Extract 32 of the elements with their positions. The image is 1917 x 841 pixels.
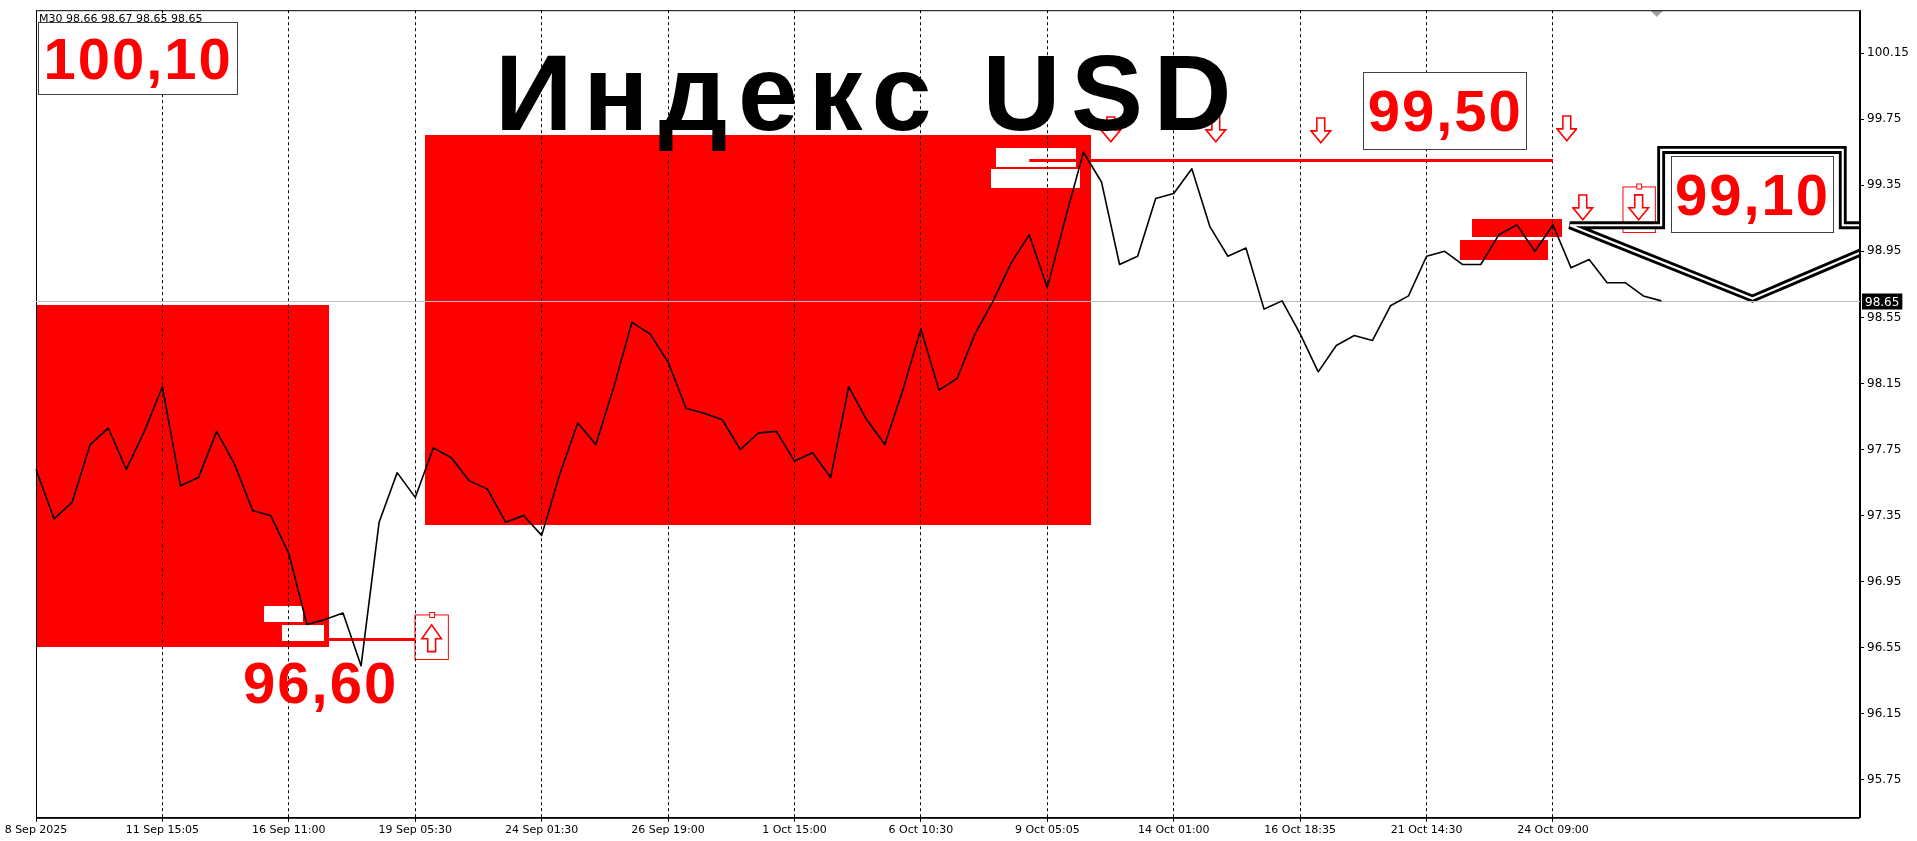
x-tick-label: 14 Oct 01:00 xyxy=(1137,823,1210,837)
y-tick-label: 100.15 xyxy=(1867,45,1909,60)
y-tick-label: 99.75 xyxy=(1867,111,1902,126)
y-tick-label: 95.75 xyxy=(1867,771,1902,786)
x-tick-label: 16 Oct 18:35 xyxy=(1264,823,1337,837)
y-tick-label: 96.15 xyxy=(1867,705,1902,720)
y-tick-label: 97.35 xyxy=(1867,507,1902,522)
x-tick-label: 24 Oct 09:00 xyxy=(1517,823,1589,837)
x-tick-label: 24 Sep 01:30 xyxy=(504,823,579,837)
annotation: 99,10 xyxy=(1670,155,1835,234)
annotation: M30 98.66 98.67 98.65 98.65 xyxy=(38,12,203,27)
x-tick-label: 1 Oct 15:00 xyxy=(762,823,827,837)
x-tick-label: 19 Sep 05:30 xyxy=(378,823,452,837)
y-tick-label: 98.95 xyxy=(1867,243,1902,258)
y-tick-label: 96.55 xyxy=(1867,639,1902,654)
annotation: 96,60 xyxy=(242,650,400,716)
x-tick-label: 9 Oct 05:05 xyxy=(1014,823,1080,837)
chart-title: Индекс USD xyxy=(495,31,1242,153)
annotation: 99,50 xyxy=(1363,71,1528,150)
y-tick-label: 99.35 xyxy=(1867,177,1902,192)
annotation: 100,10 xyxy=(43,26,233,92)
y-tick-label: 98.15 xyxy=(1867,375,1902,390)
y-tick-label: 98.55 xyxy=(1867,309,1902,324)
ref-line-label: 98.65 xyxy=(1865,294,1900,309)
x-tick-label: 16 Sep 11:00 xyxy=(252,823,326,837)
x-tick-label: 11 Sep 15:05 xyxy=(125,823,200,837)
y-tick-label: 97.75 xyxy=(1867,441,1902,456)
x-tick-label: 26 Sep 19:00 xyxy=(631,823,705,837)
x-tick-label: 8 Sep 2025 xyxy=(4,823,68,837)
x-tick-label: 6 Oct 10:30 xyxy=(888,823,954,837)
y-tick-label: 96.95 xyxy=(1867,573,1902,588)
x-tick-label: 21 Oct 14:30 xyxy=(1390,823,1463,837)
